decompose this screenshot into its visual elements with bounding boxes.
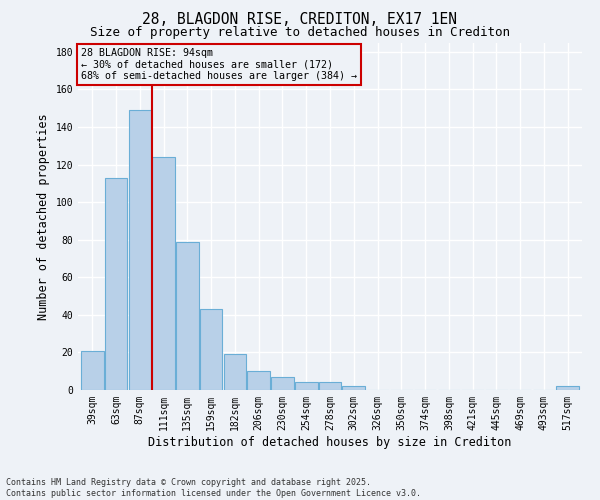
Text: 28, BLAGDON RISE, CREDITON, EX17 1EN: 28, BLAGDON RISE, CREDITON, EX17 1EN: [143, 12, 458, 28]
Bar: [224, 354, 246, 390]
Bar: [343, 386, 365, 390]
Y-axis label: Number of detached properties: Number of detached properties: [37, 113, 50, 320]
Bar: [105, 178, 127, 390]
Text: Size of property relative to detached houses in Crediton: Size of property relative to detached ho…: [90, 26, 510, 39]
Bar: [271, 377, 294, 390]
Bar: [556, 386, 579, 390]
X-axis label: Distribution of detached houses by size in Crediton: Distribution of detached houses by size …: [148, 436, 512, 448]
Bar: [152, 157, 175, 390]
Bar: [128, 110, 151, 390]
Text: Contains HM Land Registry data © Crown copyright and database right 2025.
Contai: Contains HM Land Registry data © Crown c…: [6, 478, 421, 498]
Text: 28 BLAGDON RISE: 94sqm
← 30% of detached houses are smaller (172)
68% of semi-de: 28 BLAGDON RISE: 94sqm ← 30% of detached…: [80, 48, 356, 81]
Bar: [319, 382, 341, 390]
Bar: [247, 371, 270, 390]
Bar: [200, 309, 223, 390]
Bar: [176, 242, 199, 390]
Bar: [295, 382, 317, 390]
Bar: [81, 350, 104, 390]
